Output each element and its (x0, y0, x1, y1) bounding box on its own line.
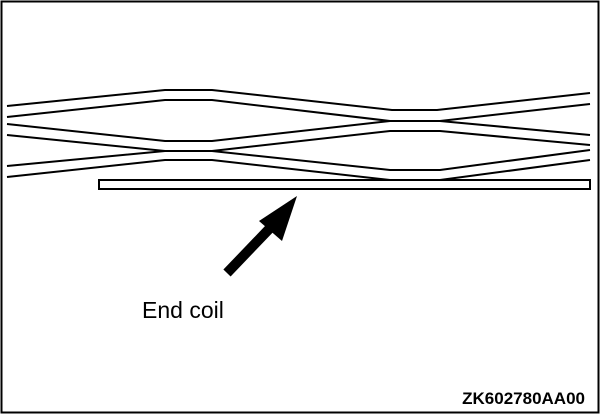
end-coil-label: End coil (142, 297, 224, 323)
pointer-arrow-icon (223, 196, 297, 277)
coil-wire-b-top (6, 120, 591, 142)
coil-wire-b-bottom (6, 130, 591, 152)
coil-wire-c-top (6, 149, 591, 171)
coil-wire-c-bottom (6, 159, 591, 181)
coil-wire-a-bottom (6, 99, 591, 122)
spring-coils (6, 89, 591, 181)
coil-wire-a-top (6, 89, 591, 111)
figure-code: ZK602780AA00 (462, 389, 585, 408)
end-coil (98, 179, 591, 190)
